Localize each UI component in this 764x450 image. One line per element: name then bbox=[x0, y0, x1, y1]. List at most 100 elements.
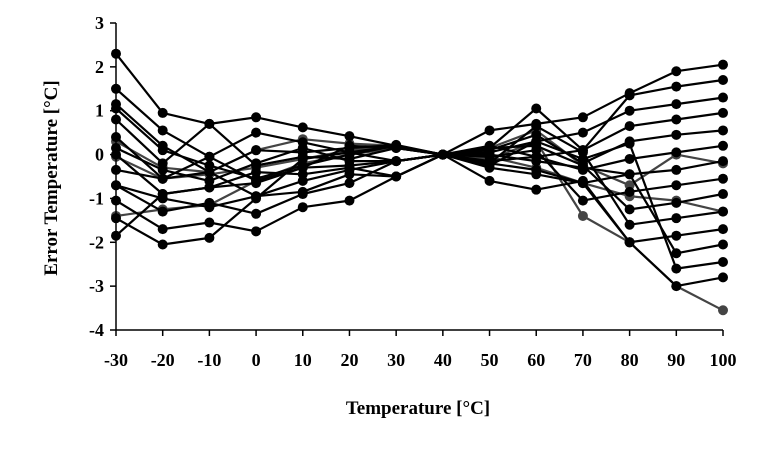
data-point bbox=[157, 164, 168, 175]
data-point bbox=[671, 99, 682, 110]
data-point bbox=[297, 122, 308, 133]
data-point bbox=[624, 138, 635, 149]
data-point bbox=[671, 114, 682, 125]
data-point bbox=[297, 189, 308, 200]
data-point bbox=[671, 147, 682, 158]
data-point bbox=[718, 140, 728, 151]
data-point bbox=[157, 173, 168, 184]
data-point bbox=[718, 189, 728, 200]
data-point bbox=[297, 142, 308, 153]
data-point bbox=[484, 149, 495, 160]
data-point bbox=[577, 112, 588, 123]
data-point bbox=[671, 66, 682, 77]
y-tick-label: -3 bbox=[89, 276, 104, 296]
data-point bbox=[391, 171, 402, 182]
data-point bbox=[251, 226, 262, 237]
data-point bbox=[531, 184, 542, 195]
data-point bbox=[531, 121, 542, 132]
x-tick-label: -10 bbox=[197, 350, 221, 370]
data-point bbox=[624, 237, 635, 248]
data-point bbox=[531, 103, 542, 114]
data-point bbox=[718, 239, 728, 250]
series-group bbox=[111, 48, 728, 316]
x-tick-label: 0 bbox=[252, 350, 261, 370]
data-point bbox=[624, 219, 635, 230]
data-point bbox=[344, 195, 355, 206]
y-axis-title: Error Temperature [°C] bbox=[41, 80, 62, 275]
data-point bbox=[671, 248, 682, 259]
data-point bbox=[157, 239, 168, 250]
data-point bbox=[671, 230, 682, 241]
y-tick-label: 2 bbox=[95, 57, 104, 77]
data-point bbox=[204, 118, 215, 129]
data-point bbox=[204, 160, 215, 171]
x-tick-label: -30 bbox=[104, 350, 128, 370]
data-point bbox=[531, 156, 542, 167]
series-line bbox=[115, 153, 724, 255]
data-point bbox=[157, 193, 168, 204]
data-point bbox=[484, 175, 495, 186]
data-point bbox=[718, 206, 728, 217]
data-point bbox=[251, 145, 262, 156]
data-point bbox=[718, 156, 728, 167]
data-point bbox=[251, 158, 262, 169]
data-point bbox=[718, 305, 728, 316]
data-point bbox=[484, 160, 495, 171]
data-point bbox=[577, 162, 588, 173]
data-point bbox=[624, 186, 635, 197]
data-point bbox=[671, 213, 682, 224]
data-point bbox=[297, 175, 308, 186]
data-point bbox=[297, 160, 308, 171]
data-point bbox=[718, 75, 728, 86]
data-point bbox=[437, 149, 448, 160]
data-point bbox=[297, 202, 308, 213]
x-tick-label: 10 bbox=[294, 350, 312, 370]
data-point bbox=[344, 149, 355, 160]
data-point bbox=[624, 105, 635, 116]
data-point bbox=[251, 173, 262, 184]
data-point bbox=[624, 90, 635, 101]
data-point bbox=[718, 92, 728, 103]
data-point bbox=[204, 202, 215, 213]
data-point bbox=[204, 151, 215, 162]
data-point bbox=[718, 125, 728, 136]
data-point bbox=[577, 210, 588, 221]
data-point bbox=[251, 208, 262, 219]
data-point bbox=[204, 217, 215, 228]
data-point bbox=[531, 136, 542, 147]
x-tick-label: 80 bbox=[621, 350, 639, 370]
data-point bbox=[484, 125, 495, 136]
data-point bbox=[718, 107, 728, 118]
series-13 bbox=[111, 149, 728, 259]
data-point bbox=[718, 257, 728, 268]
data-point bbox=[204, 232, 215, 243]
x-tick-label: 40 bbox=[434, 350, 452, 370]
data-point bbox=[671, 281, 682, 292]
x-tick-label: 60 bbox=[527, 350, 545, 370]
data-point bbox=[718, 224, 728, 235]
x-tick-label: 50 bbox=[481, 350, 499, 370]
x-tick-label: 20 bbox=[340, 350, 358, 370]
x-tick-label: 70 bbox=[574, 350, 592, 370]
y-tick-label: -1 bbox=[89, 188, 104, 208]
data-point bbox=[157, 145, 168, 156]
series-line bbox=[115, 107, 724, 270]
data-point bbox=[344, 140, 355, 151]
series-line bbox=[115, 149, 724, 233]
data-point bbox=[391, 156, 402, 167]
x-tick-label: 90 bbox=[667, 350, 685, 370]
y-tick-label: 1 bbox=[95, 101, 104, 121]
data-point bbox=[204, 175, 215, 186]
x-tick-label: 30 bbox=[387, 350, 405, 370]
data-point bbox=[391, 140, 402, 151]
data-point bbox=[344, 131, 355, 142]
data-point bbox=[624, 153, 635, 164]
data-point bbox=[531, 164, 542, 175]
series-14 bbox=[111, 103, 728, 274]
data-point bbox=[671, 81, 682, 92]
data-point bbox=[624, 121, 635, 132]
data-point bbox=[157, 206, 168, 217]
data-point bbox=[577, 153, 588, 164]
